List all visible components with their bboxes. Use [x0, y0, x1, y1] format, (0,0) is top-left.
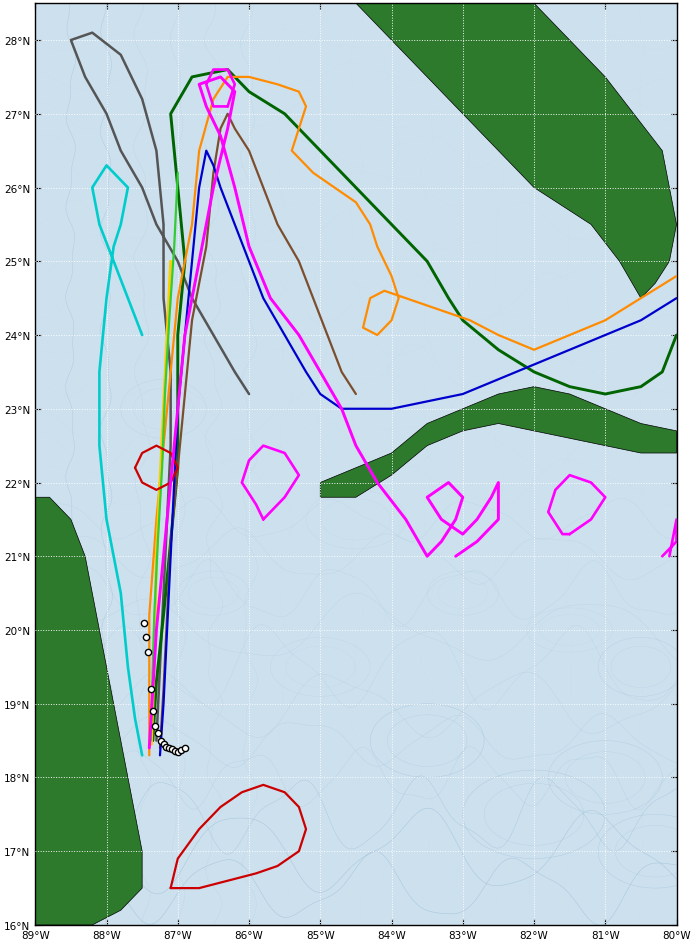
Polygon shape: [35, 497, 142, 925]
Polygon shape: [356, 4, 676, 299]
Polygon shape: [320, 387, 676, 497]
